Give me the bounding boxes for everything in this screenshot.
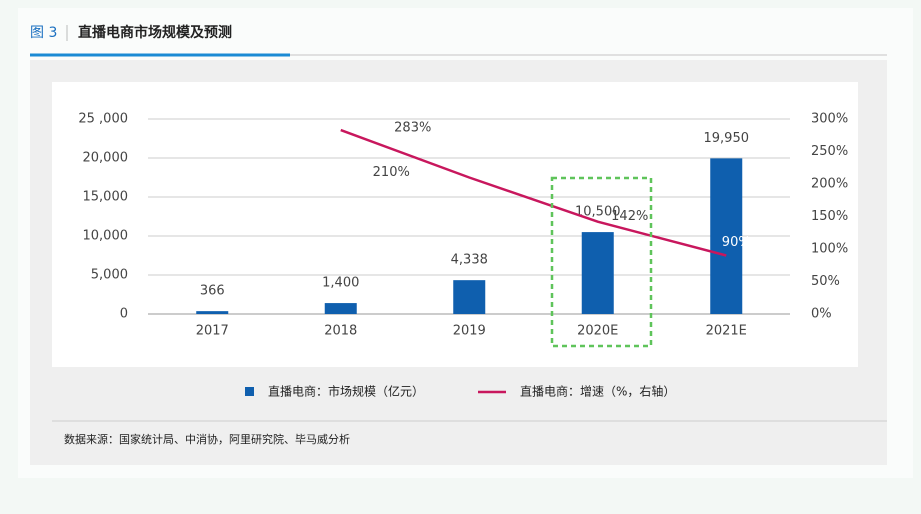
line-value-label: 283% bbox=[394, 121, 431, 136]
bar-value-label: 19,950 bbox=[704, 131, 750, 146]
chart-title: 直播电商市场规模及预测 bbox=[78, 24, 232, 41]
bar-value-label: 366 bbox=[200, 284, 225, 299]
bar-value-label: 4,338 bbox=[451, 253, 488, 268]
legend-swatch-bar bbox=[245, 387, 254, 396]
legend-label: 直播电商：增速（%，右轴） bbox=[520, 384, 675, 399]
x-tick-label: 2018 bbox=[324, 324, 357, 339]
line-value-label: 210% bbox=[373, 165, 410, 180]
figure-label: 图 3 bbox=[30, 25, 57, 41]
line-value-label: 90% bbox=[722, 235, 751, 250]
bar-value-label: 1,400 bbox=[322, 276, 359, 291]
bar bbox=[581, 232, 614, 314]
y2-tick-label: 50% bbox=[811, 274, 840, 289]
y2-tick-label: 150% bbox=[811, 209, 848, 224]
y2-tick-label: 250% bbox=[811, 144, 848, 159]
x-tick-label: 2021E bbox=[706, 324, 747, 339]
y-tick-label: 5,000 bbox=[91, 268, 128, 283]
y-tick-label: 0 bbox=[120, 307, 128, 322]
y-tick-label: 10,000 bbox=[83, 229, 129, 244]
bar-value-label: 10,500 bbox=[575, 205, 621, 220]
legend-label: 直播电商：市场规模（亿元） bbox=[268, 384, 424, 399]
source: 数据来源：国家统计局、中消协，阿里研究院、毕马威分析 bbox=[64, 432, 350, 446]
x-tick-label: 2019 bbox=[453, 324, 486, 339]
bar bbox=[324, 303, 357, 314]
y-tick-label: 15,000 bbox=[83, 190, 129, 205]
bar bbox=[453, 280, 486, 314]
line-value-label: 142% bbox=[611, 209, 648, 224]
x-tick-label: 2017 bbox=[196, 324, 229, 339]
highlight-box bbox=[550, 176, 653, 348]
y2-tick-label: 300% bbox=[811, 112, 848, 127]
y2-tick-label: 0% bbox=[811, 307, 832, 322]
y-tick-label: 20,000 bbox=[83, 151, 129, 166]
y2-tick-label: 100% bbox=[811, 242, 848, 257]
growth-line bbox=[340, 128, 727, 257]
y-tick-label: 25 ,000 bbox=[78, 112, 128, 127]
bar bbox=[710, 158, 743, 314]
y2-tick-label: 200% bbox=[811, 177, 848, 192]
x-tick-label: 2020E bbox=[577, 324, 618, 339]
bar bbox=[196, 311, 229, 314]
